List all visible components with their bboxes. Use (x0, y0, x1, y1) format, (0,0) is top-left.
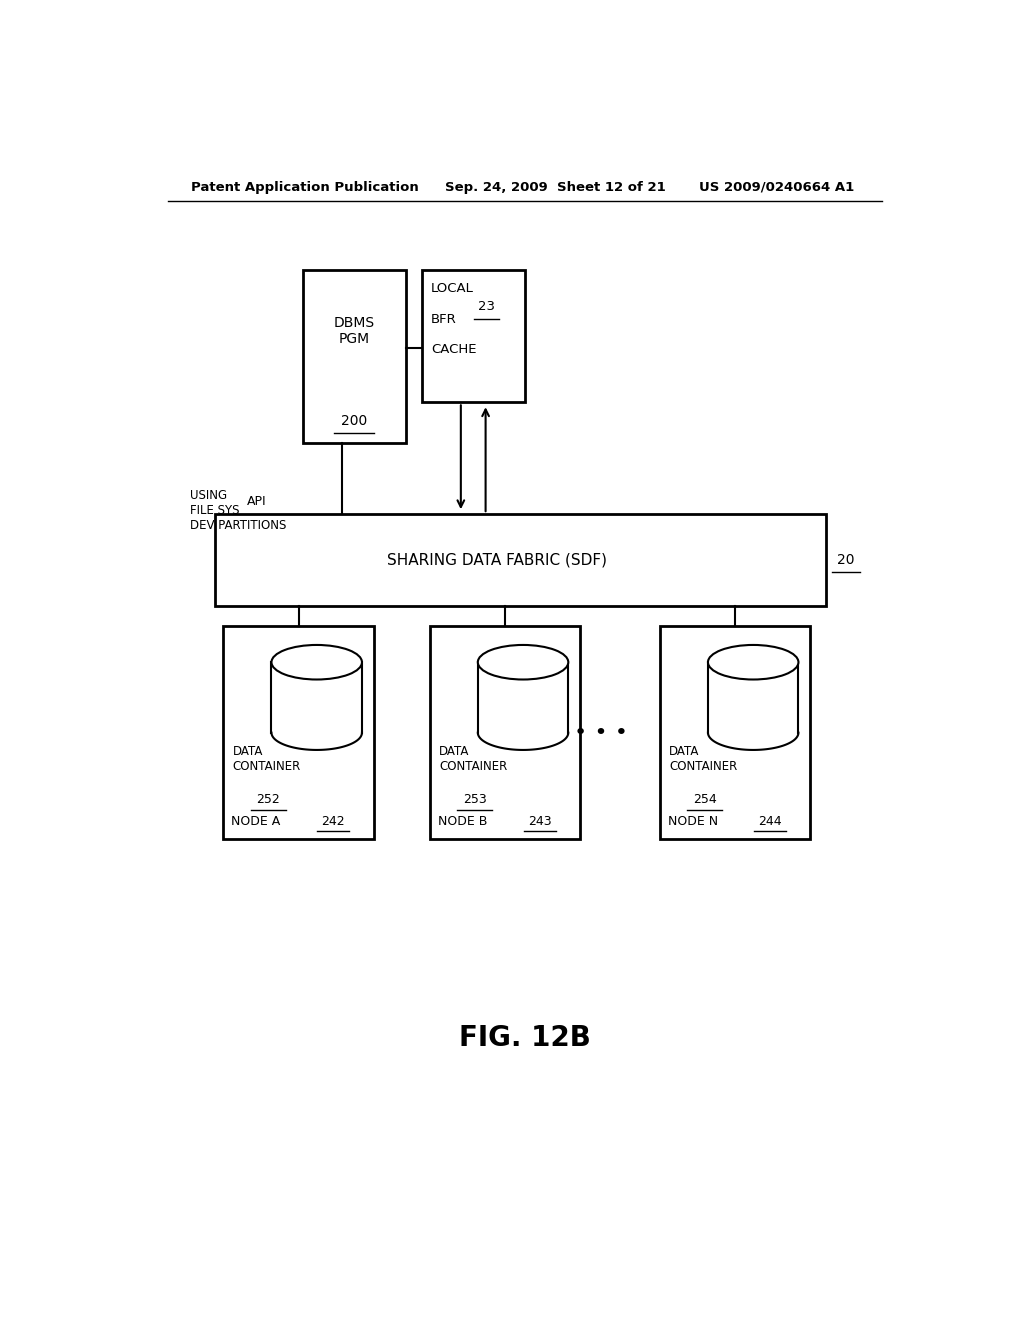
Text: 20: 20 (838, 553, 855, 566)
Text: US 2009/0240664 A1: US 2009/0240664 A1 (699, 181, 855, 194)
FancyBboxPatch shape (215, 515, 826, 606)
Text: CACHE: CACHE (431, 343, 476, 356)
Text: USING
FILE SYS
DEV PARTITIONS: USING FILE SYS DEV PARTITIONS (189, 488, 287, 532)
Text: NODE N: NODE N (668, 814, 718, 828)
FancyBboxPatch shape (659, 626, 811, 840)
Text: 243: 243 (527, 814, 552, 828)
Text: 254: 254 (693, 793, 717, 807)
Text: NODE A: NODE A (231, 814, 281, 828)
Text: DATA
CONTAINER: DATA CONTAINER (670, 746, 737, 774)
Ellipse shape (708, 645, 799, 680)
Text: 252: 252 (257, 793, 281, 807)
Text: Sep. 24, 2009  Sheet 12 of 21: Sep. 24, 2009 Sheet 12 of 21 (445, 181, 667, 194)
Text: 23: 23 (478, 300, 496, 313)
Text: DATA
CONTAINER: DATA CONTAINER (439, 746, 507, 774)
Text: SHARING DATA FABRIC (SDF): SHARING DATA FABRIC (SDF) (387, 552, 607, 568)
Text: DATA
CONTAINER: DATA CONTAINER (232, 746, 301, 774)
FancyBboxPatch shape (422, 271, 524, 403)
Text: FIG. 12B: FIG. 12B (459, 1023, 591, 1052)
FancyBboxPatch shape (430, 626, 581, 840)
Text: • • •: • • • (574, 722, 628, 743)
Text: 244: 244 (758, 814, 781, 828)
Text: DBMS
PGM: DBMS PGM (334, 315, 375, 346)
FancyBboxPatch shape (223, 626, 374, 840)
Text: BFR: BFR (431, 313, 457, 326)
Ellipse shape (271, 645, 361, 680)
Text: 242: 242 (322, 814, 345, 828)
FancyBboxPatch shape (303, 271, 406, 444)
Ellipse shape (478, 645, 568, 680)
Text: API: API (247, 495, 266, 508)
Text: 253: 253 (463, 793, 486, 807)
Text: 200: 200 (341, 413, 368, 428)
Text: LOCAL: LOCAL (431, 282, 474, 296)
Text: Patent Application Publication: Patent Application Publication (191, 181, 419, 194)
Text: NODE B: NODE B (437, 814, 486, 828)
